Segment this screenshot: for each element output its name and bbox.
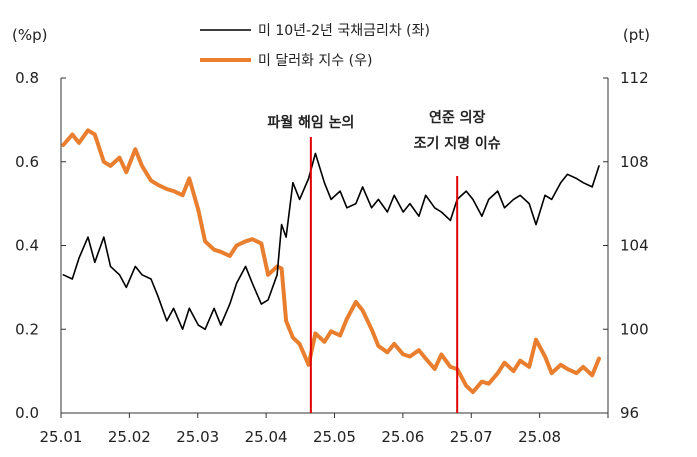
legend-label-dxy: 미 달러화 지수 (우) (258, 53, 372, 69)
right-axis-unit: (pt) (623, 26, 650, 44)
annotation-label: 연준 의장 (429, 109, 486, 126)
right-tick-label: 100 (620, 320, 649, 338)
left-tick-label: 0.0 (15, 404, 39, 422)
series-layer (61, 128, 601, 395)
x-axis-ticks: 25.01 25.02 25.03 25.04 25.05 25.06 25.07 25.08 (40, 413, 609, 446)
right-axis-ticks: 96 100 104 108 112 (603, 69, 649, 422)
x-tick-label: 25.01 (40, 428, 83, 446)
x-tick-label: 25.05 (313, 428, 356, 446)
right-tick-label: 112 (620, 69, 649, 87)
left-axis-ticks: 0.0 0.2 0.4 0.6 0.8 (15, 69, 66, 422)
x-tick-label: 25.02 (108, 428, 151, 446)
series-line-spread (62, 152, 600, 331)
annotation-label: 파월 해임 논의 (267, 114, 354, 131)
right-tick-label: 96 (620, 404, 639, 422)
x-tick-label: 25.04 (245, 428, 288, 446)
annotation-label: 조기 지명 이슈 (414, 135, 501, 152)
legend: 미 10년-2년 국채금리차 (좌) 미 달러화 지수 (우) (200, 23, 430, 69)
left-tick-label: 0.8 (15, 69, 39, 87)
left-tick-label: 0.6 (15, 153, 39, 171)
left-tick-label: 0.2 (15, 320, 39, 338)
x-tick-label: 25.06 (381, 428, 424, 446)
right-tick-label: 108 (620, 153, 649, 171)
right-tick-label: 104 (620, 237, 649, 255)
x-tick-label: 25.03 (176, 428, 219, 446)
legend-label-spread: 미 10년-2년 국채금리차 (좌) (258, 23, 430, 39)
x-tick-label: 25.08 (518, 428, 561, 446)
left-tick-label: 0.4 (15, 237, 39, 255)
series-line-dxy (61, 128, 601, 395)
left-axis-unit: (%p) (12, 26, 47, 44)
x-tick-label: 25.07 (450, 428, 493, 446)
